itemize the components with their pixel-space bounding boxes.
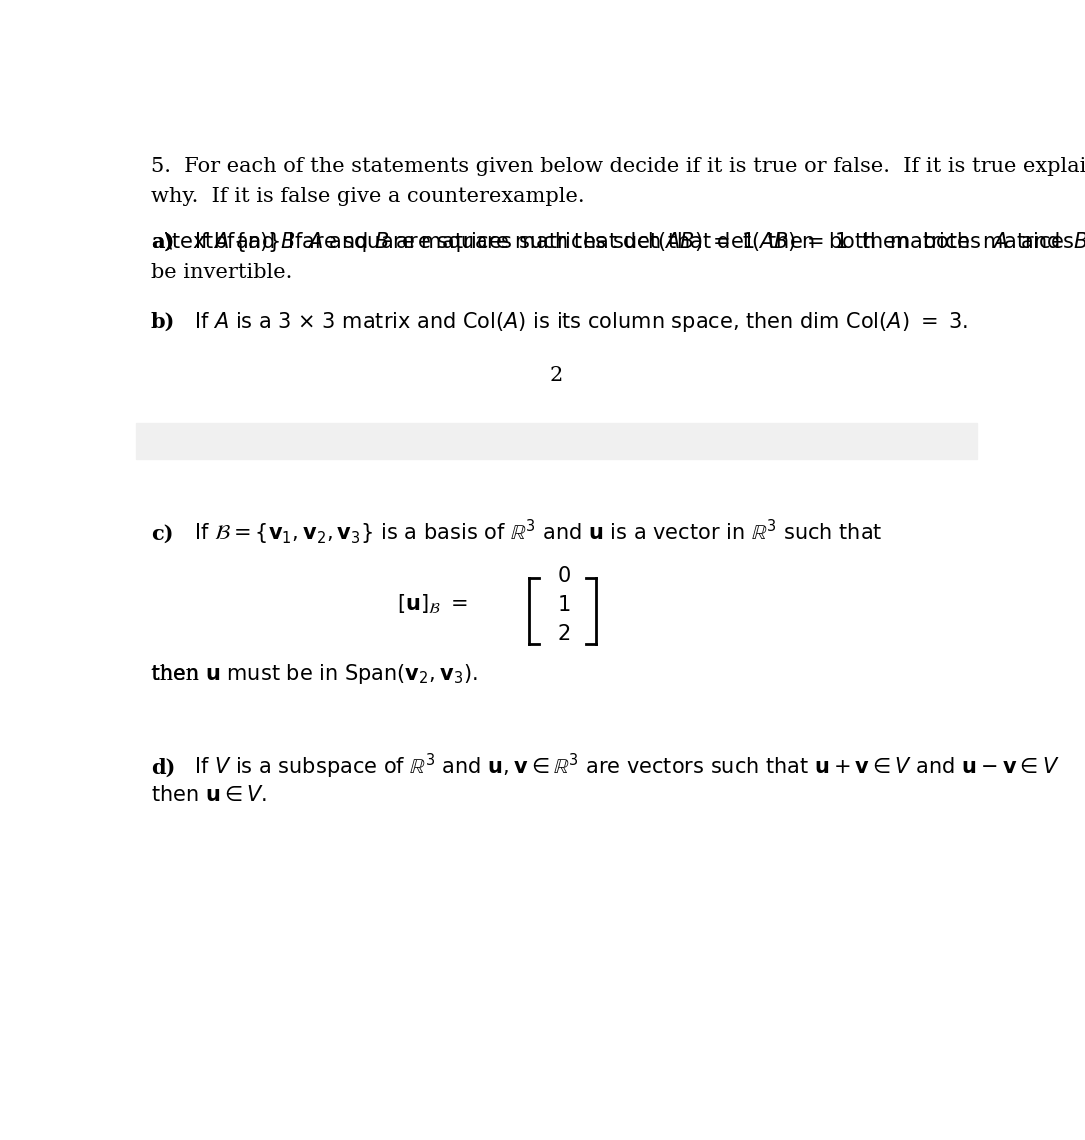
Text: 2: 2	[549, 366, 563, 385]
Text: 0: 0	[558, 565, 571, 586]
Text: 1: 1	[558, 595, 571, 614]
Text: c): c)	[151, 524, 174, 544]
Text: a): a)	[151, 233, 174, 252]
Bar	[136, 423, 976, 458]
Text: 5.  For each of the statements given below decide if it is true or false.  If it: 5. For each of the statements given belo…	[151, 157, 1085, 177]
Text: $[\mathbf{u}]_{\mathcal{B}} \ =$: $[\mathbf{u}]_{\mathcal{B}} \ =$	[397, 593, 468, 617]
Text: b): b)	[151, 312, 175, 332]
Text: d): d)	[151, 758, 175, 779]
Text: then $\mathbf{u} \in V$.: then $\mathbf{u} \in V$.	[151, 785, 267, 805]
Text: then $\mathbf{u}$ must be in Span$(\mathbf{v}_2, \mathbf{v}_3)$.: then $\mathbf{u}$ must be in Span$(\math…	[151, 662, 477, 686]
Text: If $A$ and $B$ are square matrices such that det$(AB)$ $=$ 1  then  both  matric: If $A$ and $B$ are square matrices such …	[194, 230, 1085, 254]
Text: why.  If it is false give a counterexample.: why. If it is false give a counterexampl…	[151, 187, 585, 206]
Text: If $A$ is a 3 $\times$ 3 matrix and Col$(A)$ is its column space, then dim Col$(: If $A$ is a 3 $\times$ 3 matrix and Col$…	[194, 310, 969, 334]
Text: If $V$ is a subspace of $\mathbb{R}^3$ and $\mathbf{u}, \mathbf{v} \in \mathbb{R: If $V$ is a subspace of $\mathbb{R}^3$ a…	[194, 751, 1060, 781]
Text: 2: 2	[558, 624, 571, 644]
Text: If $\mathcal{B} = \{\mathbf{v}_1, \mathbf{v}_2, \mathbf{v}_3\}$ is a basis of $\: If $\mathcal{B} = \{\mathbf{v}_1, \mathb…	[194, 518, 883, 547]
Text: then: then	[151, 665, 205, 684]
Text: be invertible.: be invertible.	[151, 262, 292, 282]
Text: $\quad\!\!$\textbf{a)} If $A$ and $B$ are square matrices such that det$(AB)$ $=: $\quad\!\!$\textbf{a)} If $A$ and $B$ ar…	[151, 230, 1085, 254]
Text: a): a)	[151, 233, 174, 252]
